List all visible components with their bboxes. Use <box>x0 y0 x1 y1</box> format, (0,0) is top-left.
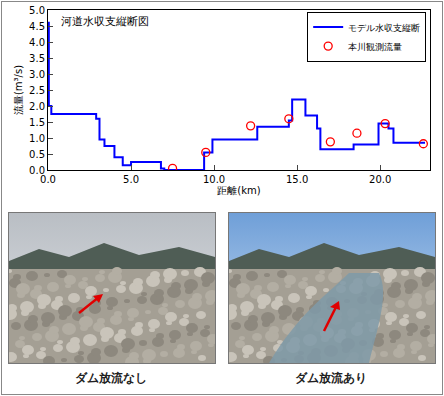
svg-text:1.5: 1.5 <box>29 117 45 128</box>
svg-text:2.0: 2.0 <box>29 101 45 112</box>
svg-text:20.0: 20.0 <box>369 174 391 185</box>
svg-text:本川観測流量: 本川観測流量 <box>348 42 402 52</box>
svg-text:1.0: 1.0 <box>29 133 45 144</box>
svg-text:流量(m³/s): 流量(m³/s) <box>13 65 24 115</box>
svg-text:5.0: 5.0 <box>29 5 45 16</box>
svg-text:4.5: 4.5 <box>29 21 45 32</box>
svg-text:0.5: 0.5 <box>29 149 45 160</box>
svg-text:5.0: 5.0 <box>123 174 139 185</box>
svg-text:2.5: 2.5 <box>29 85 45 96</box>
svg-text:10.0: 10.0 <box>203 174 225 185</box>
svg-text:0.0: 0.0 <box>29 165 45 176</box>
svg-text:3.5: 3.5 <box>29 53 45 64</box>
svg-text:モデル水収支縦断: モデル水収支縦断 <box>348 23 420 33</box>
svg-text:4.0: 4.0 <box>29 37 45 48</box>
html-text:ダム放流あり: ダム放流あり <box>295 371 367 385</box>
svg-text:距離(km): 距離(km) <box>217 185 260 196</box>
svg-text:0.0: 0.0 <box>40 174 56 185</box>
svg-text:河道水収支縦断図: 河道水収支縦断図 <box>61 15 149 28</box>
html-text:ダム放流なし: ダム放流なし <box>75 371 147 385</box>
svg-text:3.0: 3.0 <box>29 69 45 80</box>
svg-text:15.0: 15.0 <box>286 174 308 185</box>
